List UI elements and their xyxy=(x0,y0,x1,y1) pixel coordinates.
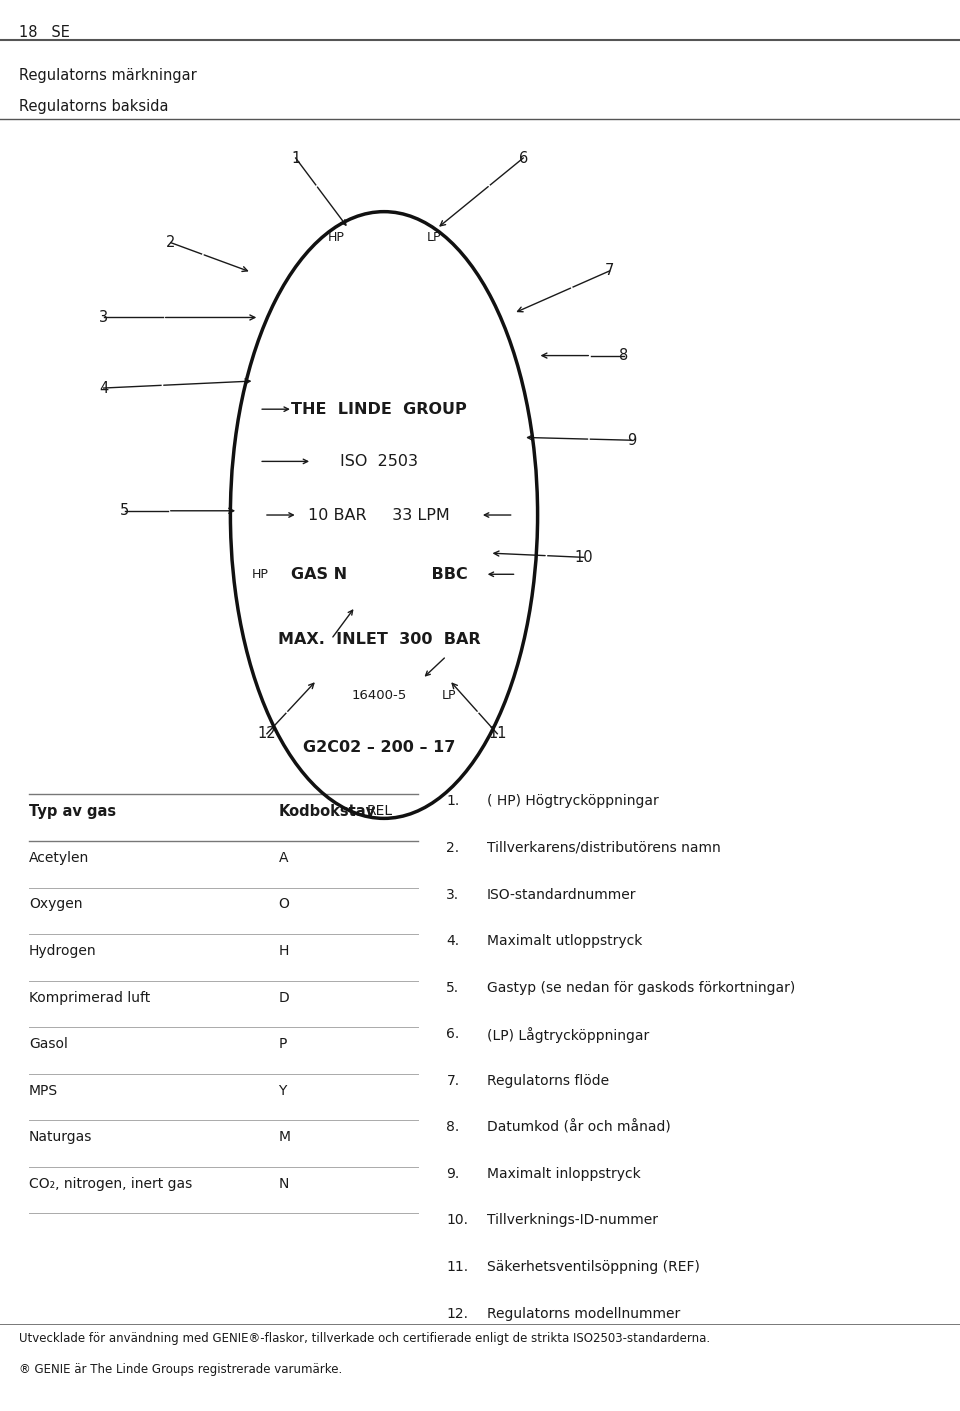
Text: Regulatorns baksida: Regulatorns baksida xyxy=(19,99,169,114)
Text: LP: LP xyxy=(442,689,457,703)
Text: 12: 12 xyxy=(257,727,276,741)
Text: 8: 8 xyxy=(619,349,629,363)
Text: 4.: 4. xyxy=(446,934,460,948)
Text: (LP) Lågtrycköppningar: (LP) Lågtrycköppningar xyxy=(487,1027,649,1043)
Text: Naturgas: Naturgas xyxy=(29,1130,92,1144)
Text: Tillverknings-ID-nummer: Tillverknings-ID-nummer xyxy=(487,1213,658,1228)
Text: M: M xyxy=(278,1130,290,1144)
Text: 1: 1 xyxy=(291,151,300,165)
Text: 12.: 12. xyxy=(446,1307,468,1321)
Text: Gasol: Gasol xyxy=(29,1037,67,1051)
Text: O: O xyxy=(278,897,289,912)
Text: Gastyp (se nedan för gaskods förkortningar): Gastyp (se nedan för gaskods förkortning… xyxy=(487,981,795,995)
Text: Y: Y xyxy=(278,1084,287,1098)
Text: 4: 4 xyxy=(99,381,108,395)
Text: Regulatorns modellnummer: Regulatorns modellnummer xyxy=(487,1307,680,1321)
Text: GAS N               BBC: GAS N BBC xyxy=(291,567,468,581)
Text: Utvecklade för användning med GENIE®-flaskor, tillverkade och certifierade enlig: Utvecklade för användning med GENIE®-fla… xyxy=(19,1332,710,1345)
Text: Regulatorns flöde: Regulatorns flöde xyxy=(487,1074,609,1088)
Text: HP: HP xyxy=(252,567,269,581)
Text: 10: 10 xyxy=(574,550,593,564)
Text: D: D xyxy=(278,991,289,1005)
Text: Tillverkarens/distributörens namn: Tillverkarens/distributörens namn xyxy=(487,841,720,855)
Text: 18   SE: 18 SE xyxy=(19,25,70,41)
Text: MPS: MPS xyxy=(29,1084,58,1098)
Text: 11.: 11. xyxy=(446,1260,468,1274)
Text: N: N xyxy=(278,1177,289,1191)
Text: ISO  2503: ISO 2503 xyxy=(340,454,419,468)
Text: 3: 3 xyxy=(99,310,108,325)
Text: 3.: 3. xyxy=(446,888,460,902)
Text: 9: 9 xyxy=(627,433,636,447)
Text: Acetylen: Acetylen xyxy=(29,851,89,865)
Text: 10 BAR     33 LPM: 10 BAR 33 LPM xyxy=(308,508,450,522)
Text: Oxygen: Oxygen xyxy=(29,897,83,912)
Text: 7: 7 xyxy=(605,264,614,278)
Text: 5: 5 xyxy=(120,504,130,518)
Text: ( HP) Högtrycköppningar: ( HP) Högtrycköppningar xyxy=(487,794,659,809)
Text: Maximalt inloppstryck: Maximalt inloppstryck xyxy=(487,1167,640,1181)
Text: 2.: 2. xyxy=(446,841,460,855)
Text: 6.: 6. xyxy=(446,1027,460,1041)
Text: 10.: 10. xyxy=(446,1213,468,1228)
Text: 8.: 8. xyxy=(446,1120,460,1134)
Text: ® GENIE är The Linde Groups registrerade varumärke.: ® GENIE är The Linde Groups registrerade… xyxy=(19,1363,343,1376)
Text: Typ av gas: Typ av gas xyxy=(29,804,116,820)
Text: 11: 11 xyxy=(488,727,507,741)
Text: CO₂, nitrogen, inert gas: CO₂, nitrogen, inert gas xyxy=(29,1177,192,1191)
Text: MAX.  INLET  300  BAR: MAX. INLET 300 BAR xyxy=(277,632,481,646)
Text: P: P xyxy=(278,1037,287,1051)
Text: Datumkod (år och månad): Datumkod (år och månad) xyxy=(487,1120,670,1134)
Text: Regulatorns märkningar: Regulatorns märkningar xyxy=(19,68,197,83)
Text: THE  LINDE  GROUP: THE LINDE GROUP xyxy=(291,402,468,416)
Text: 5.: 5. xyxy=(446,981,460,995)
Text: H: H xyxy=(278,944,289,958)
Text: G2C02 – 200 – 17: G2C02 – 200 – 17 xyxy=(303,741,455,755)
Text: HP: HP xyxy=(327,230,345,244)
Text: Maximalt utloppstryck: Maximalt utloppstryck xyxy=(487,934,642,948)
Text: 7.: 7. xyxy=(446,1074,460,1088)
Text: 2: 2 xyxy=(166,236,176,250)
Text: Hydrogen: Hydrogen xyxy=(29,944,96,958)
Text: 9.: 9. xyxy=(446,1167,460,1181)
Text: REL: REL xyxy=(366,804,393,818)
Text: 6: 6 xyxy=(518,151,528,165)
Text: Komprimerad luft: Komprimerad luft xyxy=(29,991,150,1005)
Text: ISO-standardnummer: ISO-standardnummer xyxy=(487,888,636,902)
Text: Kodbokstav: Kodbokstav xyxy=(278,804,375,820)
Text: 1.: 1. xyxy=(446,794,460,809)
Text: 16400-5: 16400-5 xyxy=(351,689,407,703)
Text: A: A xyxy=(278,851,288,865)
Text: LP: LP xyxy=(426,230,442,244)
Text: Säkerhetsventilsöppning (REF): Säkerhetsventilsöppning (REF) xyxy=(487,1260,700,1274)
